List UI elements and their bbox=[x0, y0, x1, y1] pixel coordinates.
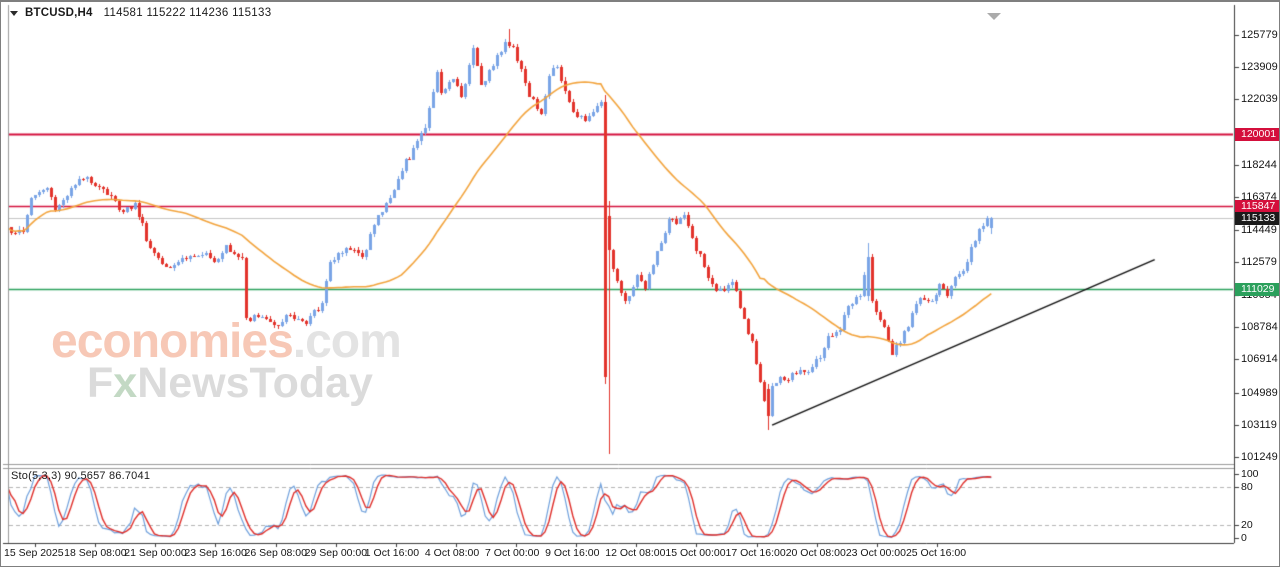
time-axis-label: 26 Sep 08:00 bbox=[244, 547, 307, 559]
indicator-axis-label: 100 bbox=[1241, 468, 1259, 480]
time-axis-label: 18 Sep 08:00 bbox=[64, 547, 127, 559]
price-axis-label: 106914 bbox=[1241, 353, 1278, 365]
time-axis-label: 17 Oct 16:00 bbox=[725, 547, 786, 559]
price-axis-label: 118244 bbox=[1241, 159, 1277, 171]
indicator-axis-label: 80 bbox=[1241, 481, 1253, 493]
time-axis-label: 7 Oct 00:00 bbox=[485, 547, 540, 559]
time-axis-label: 29 Sep 00:00 bbox=[304, 547, 368, 559]
scroll-to-end-icon[interactable] bbox=[987, 13, 1001, 20]
price-axis-label: 103119 bbox=[1241, 419, 1277, 431]
time-axis-label: 21 Sep 00:00 bbox=[124, 547, 187, 559]
time-axis-label: 23 Oct 00:00 bbox=[845, 547, 906, 559]
current-price-badge: 115133 bbox=[1235, 212, 1279, 225]
time-axis-label: 4 Oct 08:00 bbox=[424, 547, 480, 559]
indicator-axis-label: 0 bbox=[1241, 532, 1247, 544]
symbol-timeframe: BTCUSD,H4 bbox=[25, 7, 93, 19]
level-badge-115847: 115847 bbox=[1235, 200, 1279, 213]
time-axis-label: 23 Sep 16:00 bbox=[184, 547, 247, 559]
chart-dropdown-icon[interactable] bbox=[10, 10, 18, 16]
time-axis-label: 12 Oct 08:00 bbox=[605, 547, 666, 559]
price-axis-label: 114449 bbox=[1241, 224, 1277, 236]
price-axis-label: 108784 bbox=[1241, 321, 1278, 333]
price-axis-label: 104989 bbox=[1241, 387, 1278, 399]
ohlc-readout: 114581 115222 114236 115133 bbox=[103, 7, 272, 19]
time-axis-label: 9 Oct 16:00 bbox=[545, 547, 600, 559]
level-badge-120001: 120001 bbox=[1235, 128, 1279, 141]
price-axis-label: 125779 bbox=[1241, 29, 1278, 41]
time-axis-label: 1 Oct 16:00 bbox=[364, 547, 420, 559]
time-axis-label: 15 Sep 2025 bbox=[4, 547, 64, 559]
time-axis-label: 25 Oct 16:00 bbox=[905, 547, 967, 559]
indicator-axis-label: 20 bbox=[1241, 519, 1253, 531]
level-badge-111029: 111029 bbox=[1235, 283, 1279, 296]
price-axis-label: 123909 bbox=[1241, 61, 1278, 73]
time-axis-label: 15 Oct 00:00 bbox=[665, 547, 726, 559]
price-axis-label: 122039 bbox=[1241, 93, 1278, 105]
chart-title: BTCUSD,H4 114581 115222 114236 115133 bbox=[10, 7, 271, 19]
stochastic-label: Sto(5,3,3) 90.5657 86.7041 bbox=[11, 470, 151, 482]
price-axis-label: 112579 bbox=[1241, 256, 1277, 268]
time-axis-label: 20 Oct 08:00 bbox=[785, 547, 846, 559]
price-axis-label: 101249 bbox=[1241, 451, 1278, 463]
